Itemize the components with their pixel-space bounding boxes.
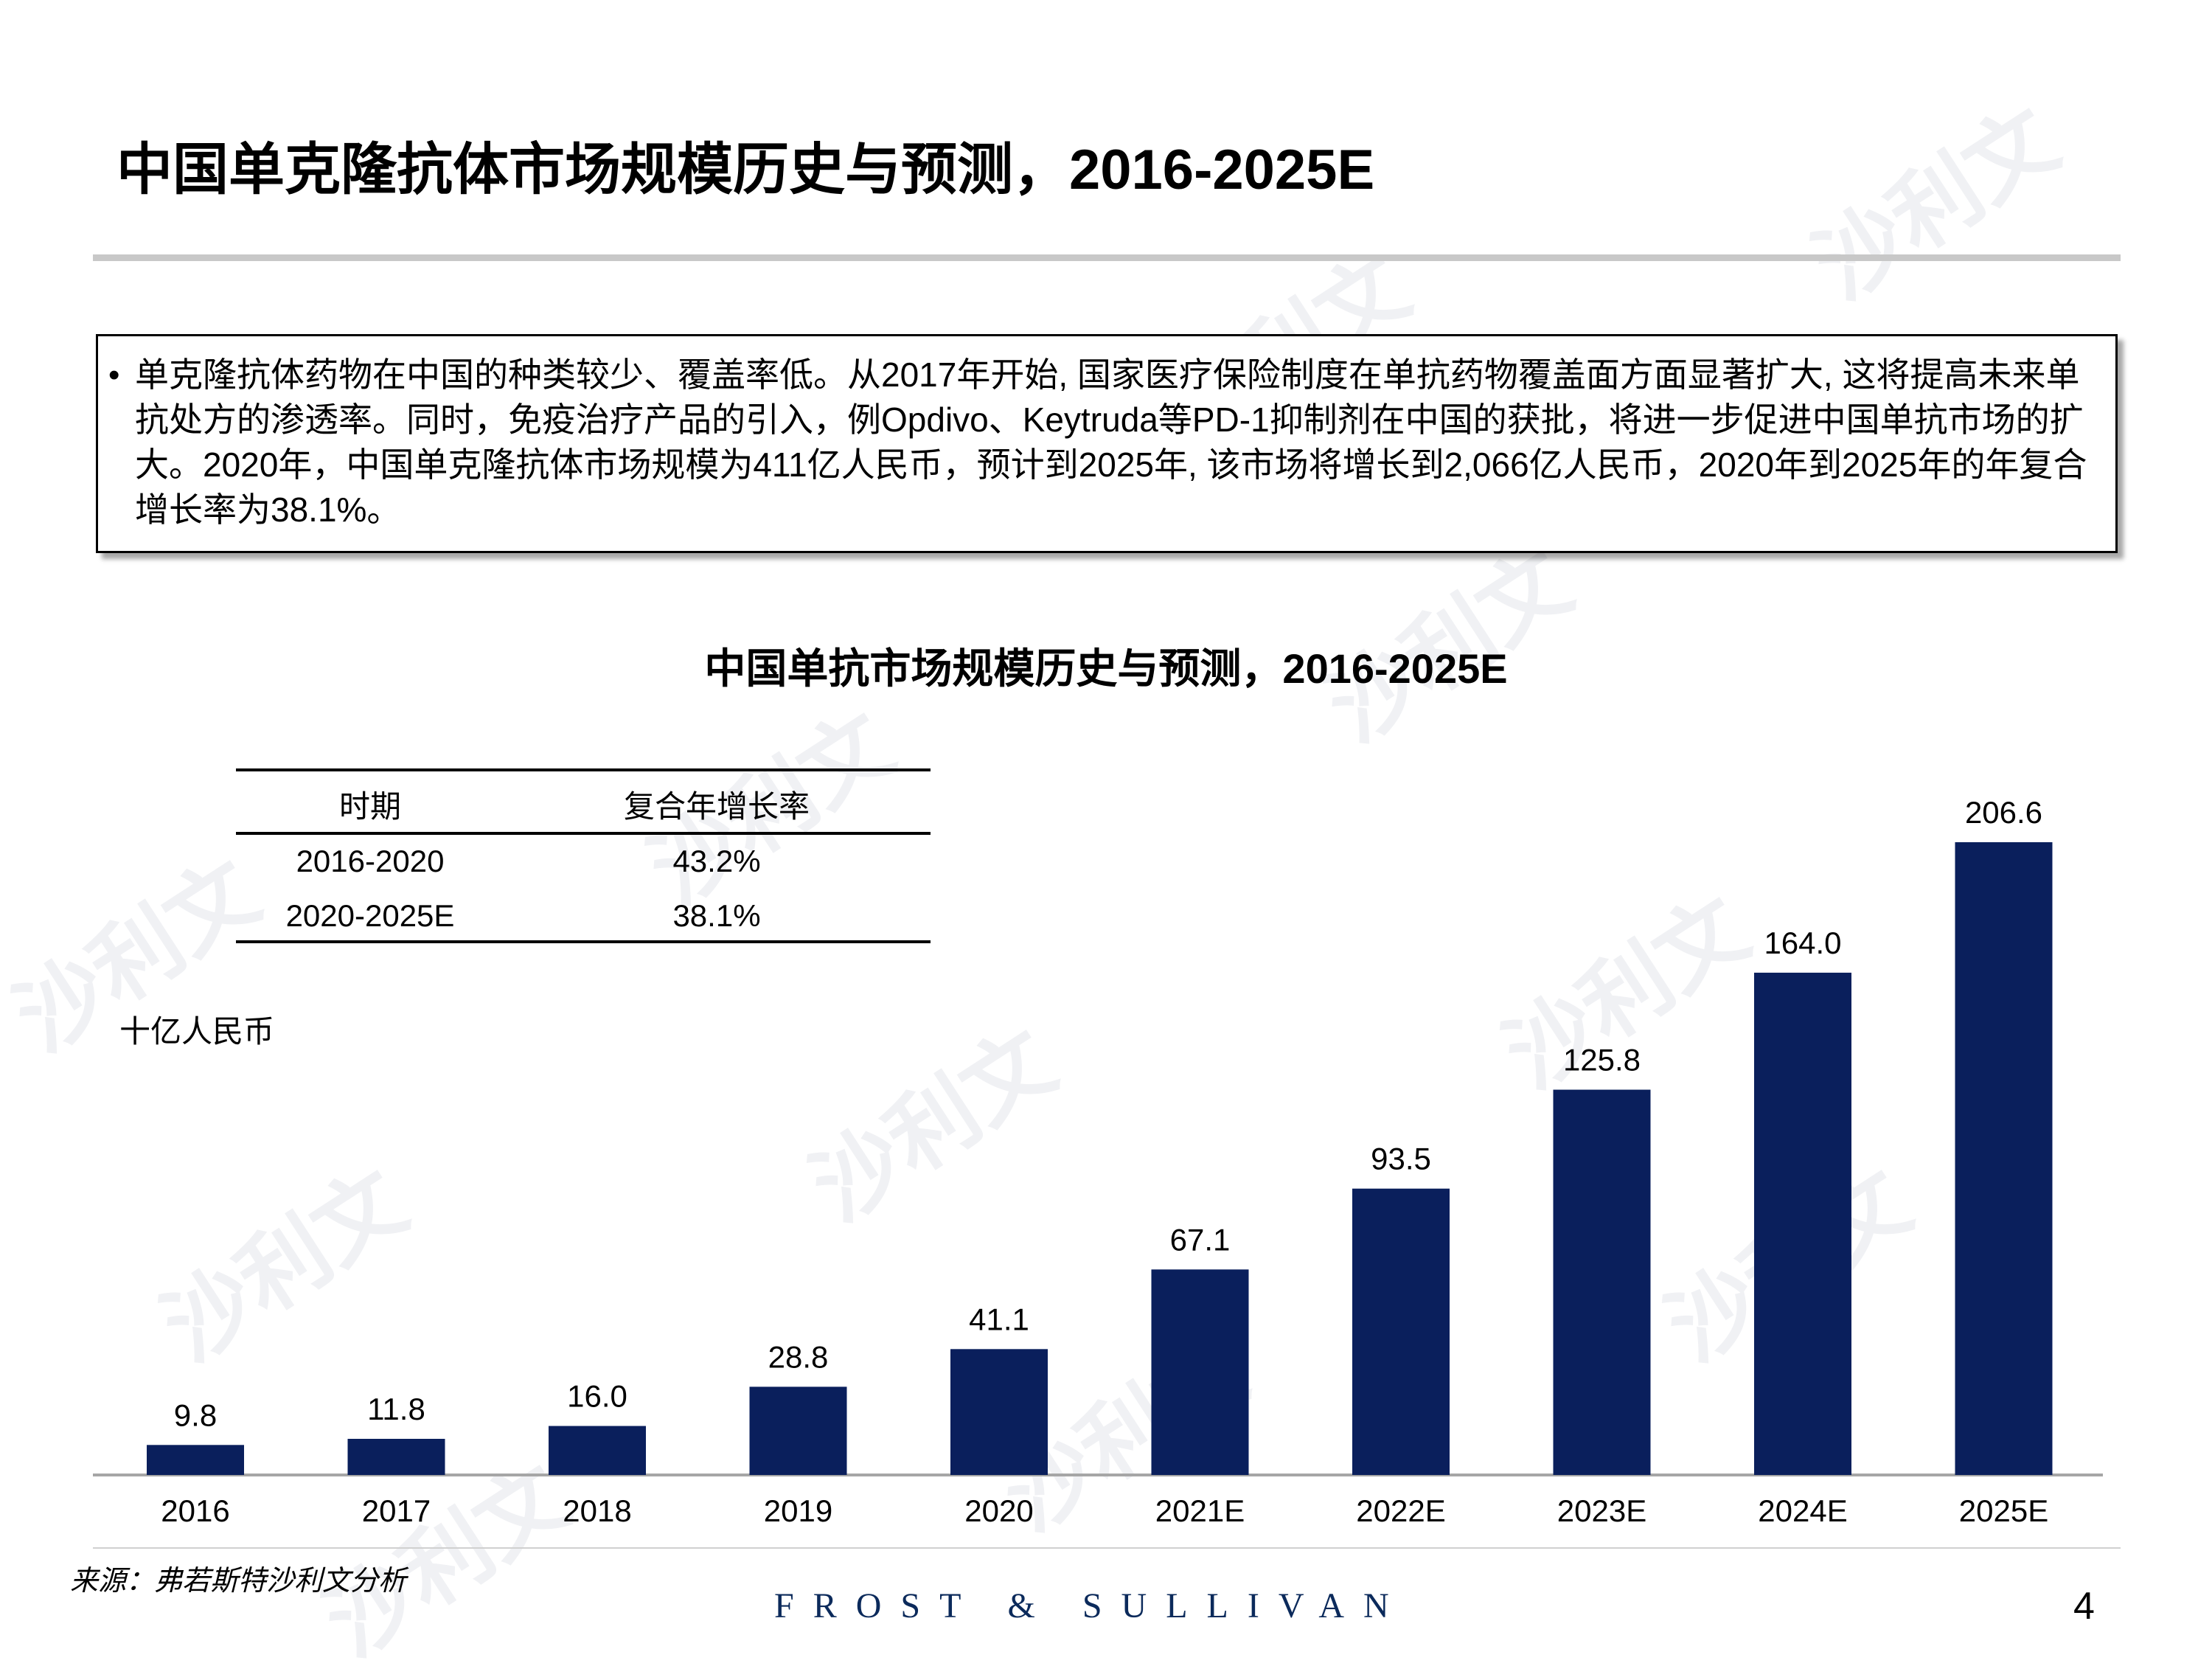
footer-divider — [93, 1547, 2121, 1549]
unit-label: 十亿人民币 — [119, 1014, 275, 1049]
chart-title: 中国单抗市场规模历史与预测，2016-2025E — [704, 645, 1508, 692]
bar-2017 — [347, 1438, 445, 1475]
data-label-2020: 41.1 — [969, 1302, 1029, 1336]
bar-2018 — [549, 1426, 646, 1475]
x-tick-label-2018: 2018 — [563, 1493, 631, 1528]
data-label-2022E: 93.5 — [1371, 1142, 1431, 1176]
data-label-2019: 28.8 — [768, 1339, 829, 1374]
x-tick-label-2019: 2019 — [764, 1493, 832, 1528]
bar-2024E — [1754, 972, 1851, 1475]
table-cell: 2020-2025E — [285, 898, 455, 933]
x-tick-label-2024E: 2024E — [1758, 1493, 1847, 1528]
data-label-2021E: 67.1 — [1170, 1222, 1231, 1257]
table-rule — [236, 768, 931, 771]
table-rule — [236, 832, 931, 835]
page-title: 中国单克隆抗体市场规模历史与预测，2016-2025E — [116, 139, 1375, 201]
summary-text: 单克隆抗体药物在中国的种类较少、覆盖率低。从2017年开始, 国家医疗保险制度在… — [135, 355, 2087, 529]
x-tick-label-2025E: 2025E — [1959, 1493, 2048, 1528]
bar-2025E — [1955, 842, 2053, 1475]
x-tick-label-2021E: 2021E — [1155, 1493, 1245, 1528]
page-number: 4 — [2073, 1585, 2095, 1628]
x-tick-label-2016: 2016 — [161, 1493, 229, 1528]
bar-2022E — [1352, 1188, 1450, 1475]
table-rule — [236, 940, 931, 943]
table-cell: 38.1% — [672, 898, 761, 933]
x-tick-label-2023E: 2023E — [1557, 1493, 1646, 1528]
data-label-2025E: 206.6 — [1965, 795, 2042, 830]
table-header-period: 时期 — [338, 789, 402, 824]
summary-box: • 单克隆抗体药物在中国的种类较少、覆盖率低。从2017年开始, 国家医疗保险制… — [96, 334, 2118, 553]
bar-2021E — [1151, 1269, 1249, 1475]
source-note: 来源：弗若斯特沙利文分析 — [70, 1566, 407, 1597]
bar-2023E — [1553, 1089, 1651, 1475]
data-label-2018: 16.0 — [567, 1379, 627, 1414]
table-cell: 43.2% — [672, 844, 761, 878]
bar-2016 — [147, 1445, 244, 1475]
x-tick-label-2017: 2017 — [362, 1493, 431, 1528]
bullet-marker: • — [108, 357, 120, 393]
x-tick-label-2020: 2020 — [964, 1493, 1033, 1528]
title-divider — [93, 254, 2121, 261]
table-header-cagr: 复合年增长率 — [623, 789, 810, 824]
data-label-2024E: 164.0 — [1764, 926, 1841, 960]
data-label-2017: 11.8 — [367, 1392, 425, 1426]
brand-logo: FROST & SULLIVAN — [774, 1586, 1408, 1625]
bar-2019 — [749, 1386, 847, 1475]
data-label-2023E: 125.8 — [1563, 1043, 1641, 1077]
table-cell: 2016-2020 — [296, 844, 445, 878]
bar-2020 — [950, 1349, 1048, 1475]
x-tick-label-2022E: 2022E — [1356, 1493, 1445, 1528]
data-label-2016: 9.8 — [174, 1398, 217, 1432]
